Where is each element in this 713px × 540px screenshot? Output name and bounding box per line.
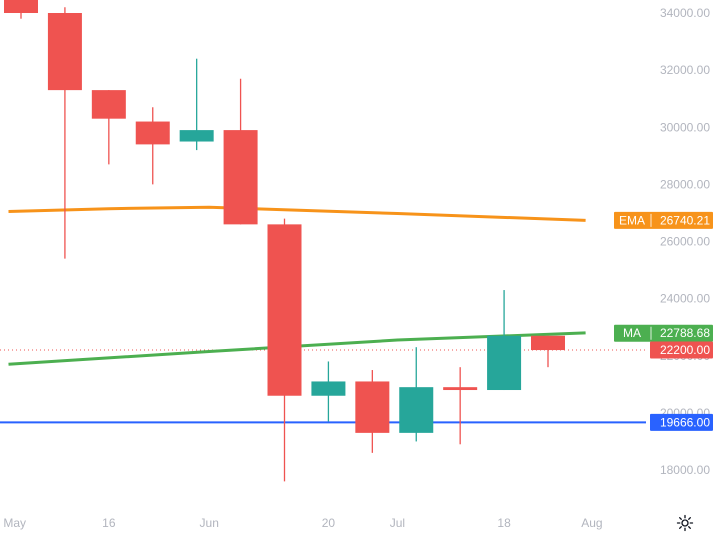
candle-body xyxy=(4,0,38,13)
candle[interactable] xyxy=(47,7,82,259)
candle-body xyxy=(355,381,390,433)
price-label-tag: EMA xyxy=(619,213,645,227)
price-label: 22200.00 xyxy=(650,341,713,359)
candle-body xyxy=(531,335,565,351)
candle[interactable] xyxy=(399,347,434,442)
candle-body xyxy=(487,335,522,391)
y-tick-label: 28000.00 xyxy=(660,177,710,191)
y-tick-label: 26000.00 xyxy=(660,235,710,249)
y-tick-label: 32000.00 xyxy=(660,63,710,77)
price-label-value: 19666.00 xyxy=(660,415,710,429)
candle[interactable] xyxy=(223,78,258,225)
price-label-bg xyxy=(650,413,713,431)
candle[interactable] xyxy=(355,370,390,453)
candle-body xyxy=(267,224,302,396)
candle-body xyxy=(223,130,258,225)
x-tick-label: 18 xyxy=(497,516,511,530)
price-label: 19666.00 xyxy=(650,413,713,431)
candle[interactable] xyxy=(311,361,346,422)
x-tick-label: Jun xyxy=(200,516,219,530)
price-label-tag: MA xyxy=(623,326,641,340)
candle[interactable] xyxy=(4,0,38,19)
price-label-value: 22200.00 xyxy=(660,343,710,357)
price-label-value: 26740.21 xyxy=(660,213,710,227)
candle-body xyxy=(179,130,214,142)
candle[interactable] xyxy=(267,218,302,482)
price-label-value: 22788.68 xyxy=(660,326,710,340)
ema-line xyxy=(8,205,586,222)
y-tick-label: 34000.00 xyxy=(660,6,710,20)
x-tick-label: May xyxy=(3,516,26,530)
candle-body xyxy=(47,13,82,91)
x-tick-label: 16 xyxy=(102,516,116,530)
candle[interactable] xyxy=(179,58,214,151)
candle-body xyxy=(311,381,346,396)
candle[interactable] xyxy=(531,335,565,368)
candle-body xyxy=(135,121,170,145)
x-tick-label: Jul xyxy=(390,516,405,530)
gear-icon xyxy=(676,514,694,532)
candle-body xyxy=(443,387,478,391)
y-tick-label: 24000.00 xyxy=(660,292,710,306)
candle[interactable] xyxy=(91,90,126,165)
candle[interactable] xyxy=(135,107,170,185)
candle-body xyxy=(399,387,434,433)
x-tick-label: 20 xyxy=(322,516,336,530)
plot-area[interactable] xyxy=(0,0,646,482)
chart-settings-button[interactable] xyxy=(675,513,695,533)
price-label-bg xyxy=(614,211,713,229)
candle[interactable] xyxy=(443,367,478,445)
candle[interactable] xyxy=(487,290,522,391)
price-label-bg xyxy=(650,341,713,359)
ma-price-label: MA 22788.68 xyxy=(614,324,713,342)
price-label-bg xyxy=(614,324,713,342)
y-tick-label: 30000.00 xyxy=(660,120,710,134)
ema-price-label: EMA 26740.21 xyxy=(614,211,713,229)
x-tick-label: Aug xyxy=(581,516,602,530)
candle-body xyxy=(91,90,126,119)
y-tick-label: 18000.00 xyxy=(660,463,710,477)
